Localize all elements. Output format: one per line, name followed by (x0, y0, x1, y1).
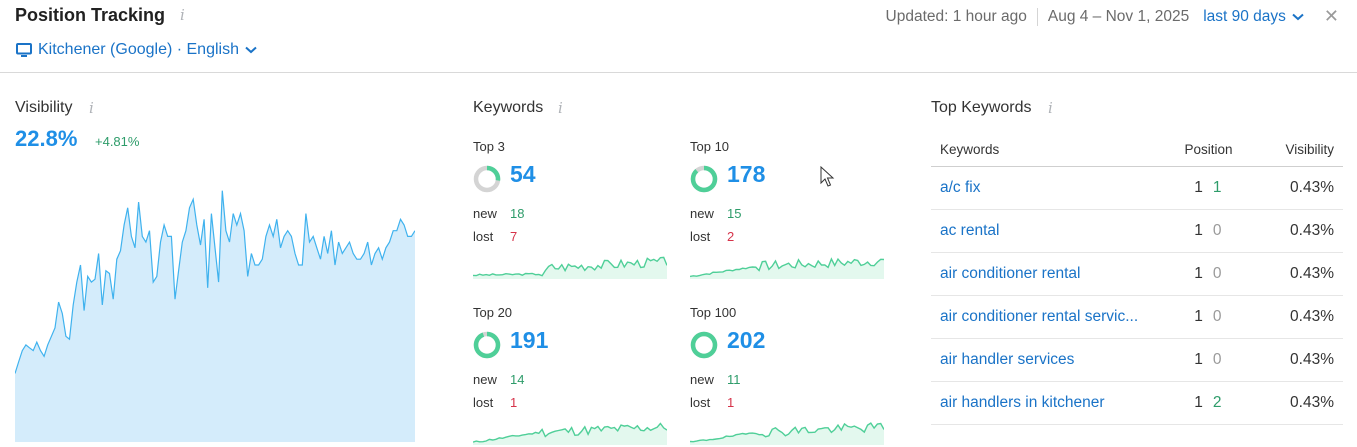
card-label: Top 100 (690, 305, 737, 320)
keyword-card-top10[interactable]: Top 10 178 new 15 lost 2 (690, 139, 885, 279)
chevron-down-icon (245, 46, 257, 54)
page-title: Position Tracking (15, 5, 166, 25)
donut-icon (690, 331, 718, 359)
new-count: 18 (510, 206, 525, 221)
lost-label: lost (690, 395, 711, 410)
column-header-keywords: Keywords (940, 141, 1000, 157)
visibility-title: Visibility (15, 99, 73, 116)
top-keywords-title: Top Keywords (931, 99, 1032, 116)
donut-icon (473, 331, 501, 359)
position-value: 1 (1194, 394, 1203, 411)
keyword-link[interactable]: ac rental (940, 222, 1000, 239)
info-icon[interactable]: i (180, 6, 185, 24)
position-change: 0 (1212, 265, 1222, 282)
header-meta: Updated: 1 hour ago Aug 4 – Nov 1, 2025 … (886, 6, 1339, 27)
sparkline (690, 257, 884, 279)
position-change: 2 (1212, 394, 1222, 411)
position-value: 1 (1194, 351, 1203, 368)
lost-count: 1 (727, 395, 735, 410)
card-label: Top 10 (690, 139, 730, 154)
range-dropdown[interactable]: last 90 days (1203, 8, 1304, 26)
visibility-value: 0.43% (1290, 394, 1334, 411)
info-icon[interactable]: i (89, 99, 94, 117)
keywords-title: Keywords (473, 99, 544, 116)
new-count: 14 (510, 372, 525, 387)
card-label: Top 20 (473, 305, 513, 320)
donut-icon (473, 165, 501, 193)
card-value: 202 (727, 327, 766, 353)
lost-count: 7 (510, 229, 518, 244)
lost-label: lost (690, 229, 711, 244)
mouse-cursor-icon (820, 166, 835, 187)
visibility-area (15, 190, 415, 442)
position-change: 0 (1212, 308, 1222, 325)
column-header-position: Position (1184, 141, 1233, 157)
info-icon[interactable]: i (558, 99, 563, 117)
visibility-value: 0.43% (1290, 179, 1334, 196)
visibility-value: 22.8% (15, 126, 78, 151)
updated-text: Updated: 1 hour ago (885, 7, 1027, 25)
new-label: new (690, 372, 714, 387)
new-label: new (473, 372, 497, 387)
position-change: 0 (1212, 351, 1222, 368)
keyword-link[interactable]: air conditioner rental (940, 265, 1081, 282)
lost-label: lost (473, 229, 494, 244)
keyword-link[interactable]: air handlers in kitchener (940, 394, 1105, 411)
lost-count: 1 (510, 395, 518, 410)
donut-icon (690, 165, 718, 193)
keyword-card-top100[interactable]: Top 100 202 new 11 lost 1 (690, 305, 885, 445)
location-selector[interactable]: Kitchener (Google) · English (16, 41, 257, 59)
close-icon[interactable]: ✕ (1323, 6, 1339, 26)
new-count: 15 (727, 206, 742, 221)
position-change: 0 (1212, 222, 1222, 239)
keyword-link[interactable]: air conditioner rental servic... (940, 308, 1139, 325)
visibility-value: 0.43% (1290, 265, 1334, 282)
keyword-card-top20[interactable]: Top 20 191 new 14 lost 1 (473, 305, 668, 445)
header-divider (0, 72, 1357, 73)
monitor-icon (16, 42, 32, 57)
card-value: 178 (727, 161, 766, 187)
lost-label: lost (473, 395, 494, 410)
sparkline (473, 422, 667, 445)
position-change: 1 (1212, 179, 1222, 196)
location-label: Kitchener (Google) · English (38, 41, 239, 58)
keyword-link[interactable]: air handler services (940, 351, 1075, 368)
new-label: new (473, 206, 497, 221)
visibility-delta: +4.81% (95, 134, 140, 149)
info-icon[interactable]: i (1048, 99, 1053, 117)
position-value: 1 (1194, 265, 1203, 282)
visibility-value: 0.43% (1290, 222, 1334, 239)
visibility-line (15, 190, 415, 374)
column-header-visibility: Visibility (1285, 141, 1334, 157)
card-value: 54 (510, 161, 536, 187)
new-count: 11 (727, 372, 741, 387)
card-value: 191 (510, 327, 549, 353)
keyword-link[interactable]: a/c fix (940, 179, 981, 196)
date-range: Aug 4 – Nov 1, 2025 (1047, 7, 1190, 25)
lost-count: 2 (727, 229, 735, 244)
position-value: 1 (1194, 222, 1203, 239)
chevron-down-icon (1292, 13, 1304, 20)
visibility-area-chart (15, 190, 415, 442)
sparkline (690, 422, 884, 445)
keyword-card-top3[interactable]: Top 3 54 new 18 lost 7 (473, 139, 668, 279)
table-header: Keywords Position Visibility (931, 132, 1343, 167)
sparkline (473, 256, 667, 279)
divider (1036, 7, 1038, 26)
position-value: 1 (1194, 179, 1203, 196)
card-label: Top 3 (473, 139, 505, 154)
visibility-value: 0.43% (1290, 351, 1334, 368)
range-label: last 90 days (1203, 7, 1286, 25)
visibility-value: 0.43% (1290, 308, 1334, 325)
new-label: new (690, 206, 714, 221)
position-value: 1 (1194, 308, 1203, 325)
